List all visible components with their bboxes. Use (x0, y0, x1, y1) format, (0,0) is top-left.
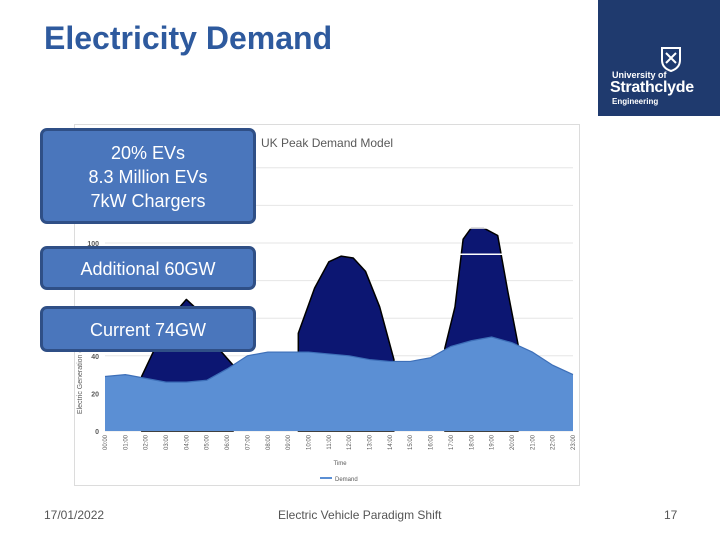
footer-date: 17/01/2022 (44, 508, 105, 522)
x-tick-label: 07:00 (245, 434, 251, 450)
ev-scenario-callout: 20% EVs 8.3 Million EVs 7kW Chargers (40, 128, 256, 224)
x-tick-label: 08:00 (266, 434, 272, 450)
demand-chart: 0 20 40 100 00:00 01:00 02:00 03:00 04:00 05:00 06… (74, 124, 580, 486)
x-tick-label: 21:00 (530, 434, 536, 450)
x-tick-label: 11:00 (327, 434, 333, 449)
current-demand-text: Current 74GW (89, 320, 207, 340)
x-tick-label: 05:00 (205, 434, 211, 450)
x-tick-label: 15:00 (408, 434, 414, 450)
x-tick-label: 00:00 (103, 434, 109, 450)
logo-line-1: University of (612, 70, 667, 80)
y-tick-label: 100 (87, 241, 99, 248)
x-tick-label: 23:00 (571, 434, 577, 450)
legend-label: Demand (335, 477, 358, 483)
demand-area (105, 337, 573, 431)
x-tick-label: 18:00 (469, 434, 475, 450)
x-tick-label: 17:00 (449, 434, 455, 450)
current-demand-callout: Current 74GW (40, 306, 256, 352)
y-tick-label: 20 (91, 391, 99, 398)
x-tick-label: 20:00 (510, 434, 516, 450)
university-logo: University of Strathclyde Engineering (598, 0, 720, 116)
slide-title: Electricity Demand (44, 20, 333, 56)
x-tick-label: 09:00 (286, 434, 292, 450)
x-axis-label: Time (333, 461, 347, 467)
x-tick-label: 16:00 (429, 434, 435, 450)
x-tick-label: 03:00 (164, 434, 170, 450)
crest-icon (661, 47, 681, 72)
logo-line-3: Engineering (612, 97, 659, 106)
y-axis-label: Electric Generation (GW) (77, 336, 84, 414)
chart-title: UK Peak Demand Model (261, 136, 393, 150)
x-tick-label: 10:00 (306, 434, 312, 450)
x-tick-label: 02:00 (144, 434, 150, 450)
demand-line (104, 336, 574, 383)
x-tick-label: 13:00 (368, 434, 374, 450)
x-tick-label: 01:00 (123, 434, 129, 450)
x-tick-label: 22:00 (551, 434, 557, 450)
chart-svg: 0 20 40 100 00:00 01:00 02:00 03:00 04:00 05:00 06… (77, 136, 577, 483)
additional-demand-callout: Additional 60GW (40, 246, 256, 290)
x-tick-label: 12:00 (347, 434, 353, 450)
x-tick-label: 04:00 (184, 434, 190, 450)
footer-title: Electric Vehicle Paradigm Shift (278, 508, 442, 522)
charger-text: 7kW Chargers (90, 191, 206, 211)
y-tick-label: 40 (91, 354, 99, 361)
y-tick-label: 0 (95, 429, 99, 436)
x-tick-label: 14:00 (388, 434, 394, 450)
additional-demand-text: Additional 60GW (80, 259, 216, 279)
x-tick-label: 06:00 (225, 434, 231, 450)
x-tick-label: 19:00 (490, 434, 496, 450)
ev-share-text: 20% EVs (110, 143, 186, 163)
logo-line-2: Strathclyde (610, 79, 694, 96)
ev-count-text: 8.3 Million EVs (88, 167, 208, 187)
page-number: 17 (664, 508, 678, 522)
